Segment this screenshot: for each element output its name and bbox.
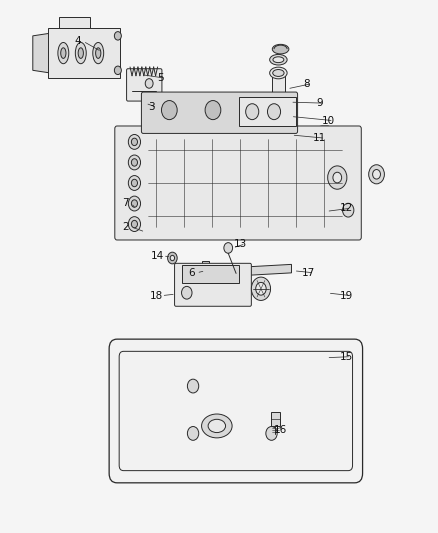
- Circle shape: [205, 101, 220, 119]
- Bar: [59, 17, 89, 28]
- Ellipse shape: [208, 419, 225, 433]
- Circle shape: [114, 31, 121, 40]
- Text: 13: 13: [233, 239, 247, 249]
- Text: 10: 10: [321, 116, 334, 126]
- Bar: [271, 73, 284, 120]
- Ellipse shape: [269, 67, 286, 79]
- Text: 15: 15: [339, 352, 352, 361]
- Text: 18: 18: [149, 290, 162, 301]
- Text: 14: 14: [151, 251, 164, 261]
- Circle shape: [245, 104, 258, 119]
- Bar: [182, 265, 239, 283]
- Polygon shape: [308, 126, 328, 147]
- Bar: [201, 261, 208, 293]
- Ellipse shape: [128, 155, 140, 170]
- Text: 8: 8: [303, 78, 309, 88]
- Bar: [48, 28, 120, 78]
- Ellipse shape: [271, 69, 284, 77]
- Ellipse shape: [131, 159, 137, 166]
- Ellipse shape: [272, 69, 283, 76]
- Circle shape: [181, 286, 191, 299]
- Circle shape: [126, 195, 138, 209]
- Text: 5: 5: [157, 73, 163, 83]
- Circle shape: [223, 243, 232, 253]
- Bar: [270, 413, 279, 425]
- Circle shape: [129, 198, 135, 206]
- Polygon shape: [226, 120, 260, 152]
- Ellipse shape: [58, 43, 69, 63]
- Text: 9: 9: [316, 98, 322, 108]
- Circle shape: [368, 165, 384, 184]
- Ellipse shape: [131, 220, 137, 228]
- Text: 12: 12: [339, 203, 352, 213]
- Text: 6: 6: [187, 268, 194, 278]
- Text: 7: 7: [122, 198, 129, 208]
- Circle shape: [265, 426, 276, 440]
- Ellipse shape: [78, 48, 83, 59]
- FancyBboxPatch shape: [115, 126, 360, 240]
- Circle shape: [342, 203, 353, 217]
- Circle shape: [251, 277, 270, 301]
- Circle shape: [161, 101, 177, 119]
- Text: 16: 16: [273, 425, 286, 435]
- Ellipse shape: [272, 44, 288, 54]
- Circle shape: [170, 255, 174, 261]
- Polygon shape: [215, 264, 291, 277]
- Circle shape: [267, 104, 280, 119]
- Ellipse shape: [272, 57, 283, 63]
- Text: 11: 11: [312, 133, 326, 143]
- Ellipse shape: [128, 216, 140, 231]
- FancyBboxPatch shape: [141, 92, 297, 133]
- Ellipse shape: [95, 48, 101, 59]
- Circle shape: [187, 379, 198, 393]
- Ellipse shape: [131, 200, 137, 207]
- Ellipse shape: [60, 48, 66, 59]
- Ellipse shape: [92, 43, 103, 63]
- Ellipse shape: [131, 138, 137, 146]
- Circle shape: [200, 289, 210, 302]
- Ellipse shape: [128, 134, 140, 149]
- Circle shape: [332, 172, 341, 183]
- Circle shape: [167, 252, 177, 264]
- Text: 3: 3: [148, 102, 155, 112]
- Bar: [239, 97, 295, 126]
- Ellipse shape: [201, 414, 232, 438]
- Circle shape: [145, 79, 153, 88]
- Circle shape: [255, 282, 265, 295]
- Circle shape: [248, 101, 264, 119]
- FancyBboxPatch shape: [126, 69, 162, 101]
- Polygon shape: [33, 33, 50, 73]
- Circle shape: [372, 169, 380, 179]
- Text: 19: 19: [339, 290, 352, 301]
- Circle shape: [187, 426, 198, 440]
- Ellipse shape: [128, 175, 140, 190]
- Text: 17: 17: [302, 268, 315, 278]
- Circle shape: [269, 126, 286, 147]
- Ellipse shape: [128, 196, 140, 211]
- Text: 2: 2: [122, 222, 129, 232]
- Ellipse shape: [131, 179, 137, 187]
- FancyBboxPatch shape: [174, 263, 251, 306]
- FancyBboxPatch shape: [109, 339, 362, 483]
- Ellipse shape: [269, 54, 286, 65]
- Ellipse shape: [75, 43, 86, 63]
- Bar: [260, 120, 295, 152]
- Text: 4: 4: [74, 36, 81, 46]
- Circle shape: [114, 66, 121, 75]
- Circle shape: [327, 166, 346, 189]
